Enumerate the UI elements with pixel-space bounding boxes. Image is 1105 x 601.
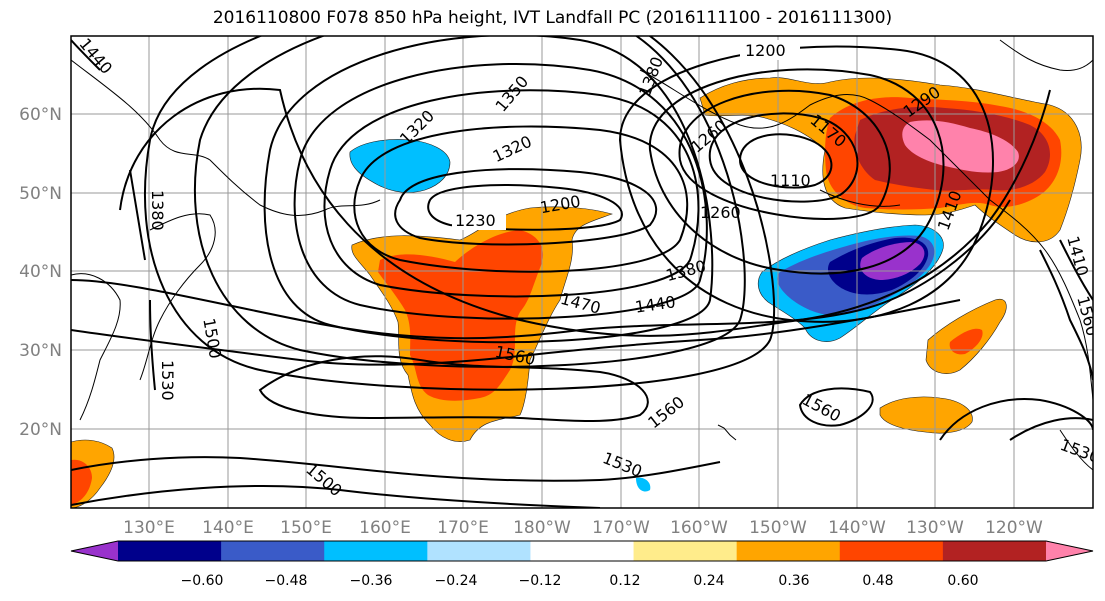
lat-label: 50°N [19,184,62,204]
colorbar-tick-label: −0.24 [435,573,478,589]
contour-label: 1200 [745,41,786,60]
colorbar-segment [324,541,428,561]
contour-label: 1530 [158,360,177,401]
colorbar-outline [70,540,1094,562]
lon-label: 160°W [670,518,728,538]
shade-small-blue [636,477,651,492]
colorbar-tick-label: 0.36 [778,573,809,589]
colorbar-tick-label: 0.24 [693,573,724,589]
colorbar-tick-label: −0.36 [350,573,393,589]
colorbar-tick-label: −0.12 [519,573,562,589]
colorbar-tick-label: 0.12 [609,573,640,589]
colorbar-segment [427,541,531,561]
lon-label: 150°E [280,518,332,538]
colorbar-segment [736,541,841,561]
lat-label: 30°N [19,341,62,361]
lat-label: 60°N [19,105,62,125]
colorbar-segment [633,541,738,561]
lon-label: 180°W [513,518,571,538]
colorbar-extend-low [71,541,118,561]
colorbar-labels: −0.60 −0.48 −0.36 −0.24 −0.12 0.12 0.24 … [181,573,979,589]
lon-label: 150°W [749,518,807,538]
lon-label: 170°W [592,518,650,538]
colorbar-segment [530,541,635,561]
figure-title: 2016110800 F078 850 hPa height, IVT Land… [212,8,893,28]
lat-label: 20°N [19,420,62,440]
contour-label: 1260 [700,203,741,222]
colorbar-tick-label: −0.48 [265,573,308,589]
lon-label: 140°W [828,518,886,538]
colorbar-segment [839,541,944,561]
colorbar-tick-label: 0.48 [862,573,893,589]
colorbar-segment [118,541,222,561]
colorbar-segment [221,541,325,561]
shade-nw-blue [349,139,451,193]
colorbar-tick-label: 0.60 [947,573,978,589]
shade-s-orange [879,396,973,434]
map-border [70,35,1094,509]
lat-label: 40°N [19,262,62,282]
contour-label: 1110 [770,171,811,190]
lon-label: 130°W [906,518,964,538]
contour-label: 1380 [148,190,167,231]
latitude-labels: 20°N 30°N 40°N 50°N 60°N [19,105,62,440]
colorbar-tick-label: −0.60 [181,573,224,589]
colorbar-segment [942,541,1047,561]
lon-label: 120°W [985,518,1043,538]
longitude-labels: 130°E 140°E 150°E 160°E 170°E 180°W 170°… [123,518,1043,538]
lon-label: 140°E [202,518,254,538]
graticule [71,36,1093,508]
lon-label: 170°E [437,518,489,538]
lon-label: 130°E [123,518,175,538]
colorbar [70,540,1094,562]
shade-se-red [949,328,983,355]
colorbar-extend-high [1046,541,1093,561]
height-contours [71,36,1093,508]
lon-label: 160°E [359,518,411,538]
contour-label: 1230 [455,211,496,230]
shade-sw-red [71,459,92,505]
